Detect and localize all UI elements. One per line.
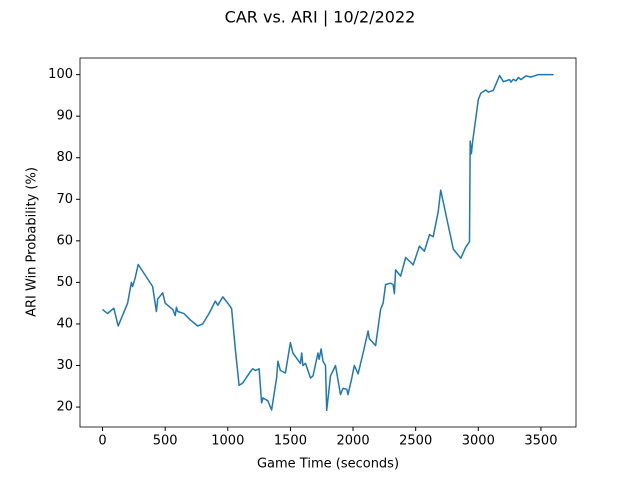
x-axis-label: Game Time (seconds) bbox=[257, 457, 399, 472]
x-tick-label: 500 bbox=[153, 434, 178, 449]
x-tick-label: 1500 bbox=[274, 434, 307, 449]
y-axis-label: ARI Win Probability (%) bbox=[25, 167, 40, 317]
y-tick-label: 30 bbox=[56, 358, 73, 373]
y-tick-label: 90 bbox=[56, 109, 73, 124]
x-tick-label: 2000 bbox=[337, 434, 370, 449]
x-tick-label: 1000 bbox=[211, 434, 244, 449]
y-tick-label: 50 bbox=[56, 275, 73, 290]
x-tick-label: 0 bbox=[98, 434, 106, 449]
y-tick-label: 70 bbox=[56, 192, 73, 207]
y-tick-label: 100 bbox=[48, 67, 73, 82]
line bbox=[102, 73, 554, 412]
y-tick-label: 60 bbox=[56, 233, 73, 248]
y-tick-label: 20 bbox=[56, 400, 73, 415]
x-tick-label: 2500 bbox=[399, 434, 432, 449]
plot-frame bbox=[79, 57, 577, 428]
x-tick-label: 3000 bbox=[462, 434, 495, 449]
y-tick-label: 80 bbox=[56, 150, 73, 165]
y-tick-label: 40 bbox=[56, 316, 73, 331]
chart-title: CAR vs. ARI | 10/2/2022 bbox=[225, 8, 416, 27]
x-tick-label: 3500 bbox=[524, 434, 557, 449]
